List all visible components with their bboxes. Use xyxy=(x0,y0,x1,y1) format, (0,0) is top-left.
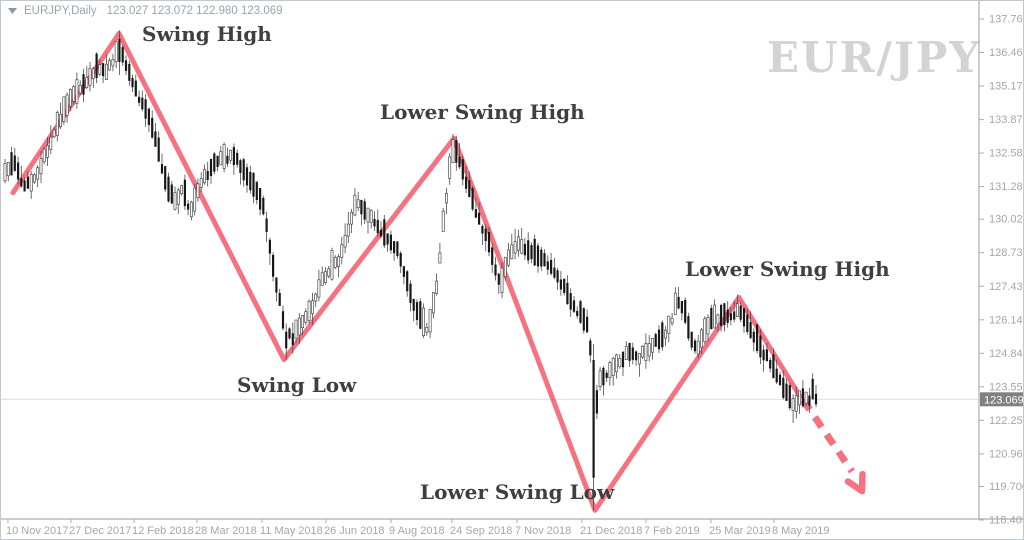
svg-text:130.025: 130.025 xyxy=(989,214,1024,226)
svg-text:9 Aug 2018: 9 Aug 2018 xyxy=(389,525,445,537)
symbol-period-label: EURJPY,Daily xyxy=(24,5,97,17)
svg-text:126.140: 126.140 xyxy=(989,314,1024,326)
symbol-watermark: EUR/JPY xyxy=(767,33,982,82)
svg-text:12 Feb 2018: 12 Feb 2018 xyxy=(132,525,194,537)
svg-text:27 Dec 2017: 27 Dec 2017 xyxy=(69,525,131,537)
ohlc-quotes-label: 123.027 123.072 122.980 123.069 xyxy=(106,5,283,17)
arrow-head-icon xyxy=(844,470,866,495)
svg-text:118.405: 118.405 xyxy=(989,515,1024,527)
svg-text:10 Nov 2017: 10 Nov 2017 xyxy=(6,525,68,537)
projection-dashed-line[interactable] xyxy=(800,397,855,474)
svg-text:11 May 2018: 11 May 2018 xyxy=(260,525,323,537)
swing-annotation: Lower Swing High xyxy=(685,257,890,281)
svg-text:137.760: 137.760 xyxy=(989,14,1024,26)
svg-text:128.730: 128.730 xyxy=(989,247,1024,259)
chart-header: EURJPY,Daily 123.027 123.072 122.980 123… xyxy=(8,5,283,17)
svg-text:119.700: 119.700 xyxy=(989,481,1024,493)
price-axis[interactable]: 137.760 136.465 135.170 133.875 132.580 131.2… xyxy=(979,14,1024,527)
swing-annotation: Swing High xyxy=(142,22,272,46)
svg-text:28 Mar 2018: 28 Mar 2018 xyxy=(195,525,257,537)
swing-annotation: Swing Low xyxy=(237,373,357,397)
symbol-dropdown-icon[interactable] xyxy=(8,8,17,14)
svg-text:7 Feb 2019: 7 Feb 2019 xyxy=(644,525,700,537)
svg-text:8 May 2019: 8 May 2019 xyxy=(772,525,829,537)
current-price-tag: 123.069 xyxy=(980,392,1024,407)
svg-text:127.435: 127.435 xyxy=(989,281,1024,293)
svg-text:132.580: 132.580 xyxy=(989,148,1024,160)
svg-text:7 Nov 2018: 7 Nov 2018 xyxy=(515,525,571,537)
svg-text:133.875: 133.875 xyxy=(989,114,1024,126)
svg-text:136.465: 136.465 xyxy=(989,47,1024,59)
swing-annotation: Lower Swing Low xyxy=(420,480,615,504)
time-axis[interactable]: 10 Nov 2017 27 Dec 2017 12 Feb 2018 28 Mar … xyxy=(6,519,829,537)
svg-text:122.255: 122.255 xyxy=(989,415,1024,427)
svg-text:21 Dec 2018: 21 Dec 2018 xyxy=(580,525,642,537)
svg-text:24 Sep 2018: 24 Sep 2018 xyxy=(450,525,512,537)
svg-text:123.550: 123.550 xyxy=(989,381,1024,393)
svg-text:25 Mar 2019: 25 Mar 2019 xyxy=(709,525,771,537)
svg-text:26 Jun 2018: 26 Jun 2018 xyxy=(324,525,385,537)
svg-text:124.845: 124.845 xyxy=(989,348,1024,360)
swing-annotation: Lower Swing High xyxy=(380,100,585,124)
svg-text:135.170: 135.170 xyxy=(989,81,1024,93)
ohlc-bars xyxy=(3,30,818,511)
axis-frame xyxy=(1,1,1023,520)
svg-text:131.285: 131.285 xyxy=(989,181,1024,193)
svg-text:120.960: 120.960 xyxy=(989,448,1024,460)
svg-text:123.069: 123.069 xyxy=(984,394,1024,406)
